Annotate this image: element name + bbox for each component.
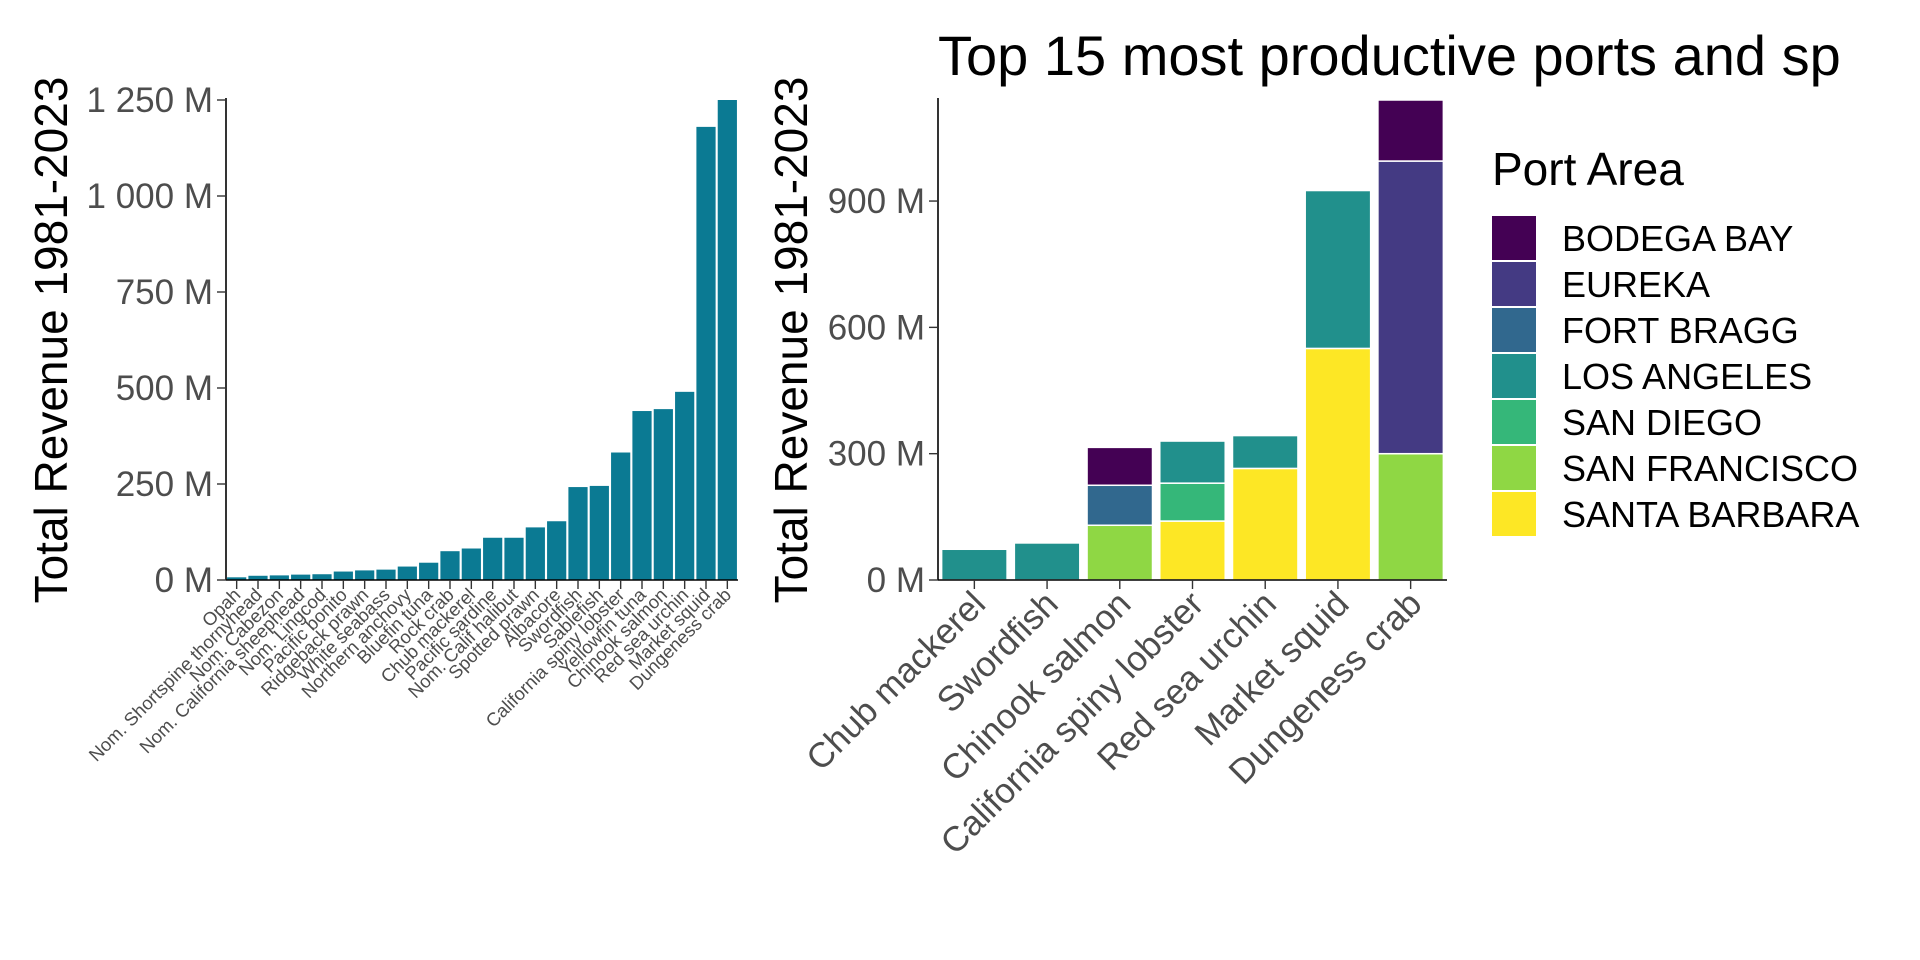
chart1-x-tick-label: Nom. Shortspine thornyhead [84, 584, 265, 765]
chart1-y-axis: 0 M 250 M 500 M 750 M 1 000 M 1 250 M [87, 81, 227, 600]
legend-swatch-fort-bragg [1492, 308, 1536, 352]
bar-pacific-bonito [333, 571, 353, 580]
bar-yellowfin-tuna [632, 411, 652, 580]
bar-pacific-sardine [483, 537, 503, 580]
legend-swatch-bodega-bay [1492, 216, 1536, 260]
bar-chub-mackerel [461, 548, 481, 580]
bar-spotted-prawn [525, 527, 545, 580]
bar-opah [227, 577, 247, 580]
legend-label-fort-bragg: FORT BRAGG [1562, 310, 1799, 351]
legend-label-san-diego: SAN DIEGO [1562, 402, 1762, 443]
bar-nom-california-sheephead [291, 574, 311, 580]
bar-white-seabass [376, 569, 396, 580]
chart2-y-tick-label: 0 M [867, 561, 925, 600]
bar-nom-shortspine-thornyhead [248, 575, 268, 580]
chart2-y-tick-label: 600 M [828, 308, 925, 347]
legend-swatch-eureka [1492, 262, 1536, 306]
bar-dungeness-crab-eureka [1377, 160, 1445, 455]
bar-albacore [547, 521, 567, 580]
chart1-y-tick-label: 1 250 M [87, 81, 213, 120]
bar-chinook-salmon-san-francisco [1086, 524, 1154, 581]
bar-red-sea-urchin-santa-barbara [1231, 467, 1299, 581]
bar-bluefin-tuna [419, 562, 439, 580]
bar-northern-anchovy [397, 566, 417, 580]
bar-sablefish [589, 485, 609, 580]
bar-dungeness-crab-bodega-bay [1377, 99, 1445, 162]
legend-label-bodega-bay: BODEGA BAY [1562, 218, 1793, 259]
bar-chub-mackerel-los-angeles [940, 548, 1008, 581]
bar-market-squid [696, 126, 716, 580]
bar-dungeness-crab-san-francisco [1377, 452, 1445, 581]
bar-swordfish [568, 487, 588, 580]
legend-items: BODEGA BAY EUREKA FORT BRAGG LOS ANGELES SAN… [1492, 216, 1859, 536]
bar-market-squid-santa-barbara [1304, 347, 1372, 581]
chart2-y-tick-label: 300 M [828, 435, 925, 474]
chart1-y-tick-label: 0 M [155, 561, 213, 600]
bar-california-spiny-lobster [611, 452, 631, 580]
chart2-bars [940, 99, 1445, 581]
chart2-title: Top 15 most productive ports and sp [938, 24, 1841, 87]
ports-species-chart: Top 15 most productive ports and sp Tota… [765, 24, 1859, 862]
chart1-y-tick-label: 1 000 M [87, 177, 213, 216]
bar-ridgeback-prawn [355, 570, 375, 580]
legend-swatch-santa-barbara [1492, 492, 1536, 536]
bar-rock-crab [440, 551, 460, 580]
chart1-y-tick-label: 250 M [116, 465, 213, 504]
bar-chinook-salmon-bodega-bay [1086, 446, 1154, 487]
port-area-legend: Port Area BODEGA BAY EUREKA FORT BRAGG LOS … [1492, 143, 1859, 536]
bar-nom-calif-halibut [504, 537, 524, 580]
bar-california-spiny-lobster-san-diego [1159, 482, 1226, 522]
legend-label-san-francisco: SAN FRANCISCO [1562, 448, 1858, 489]
legend-label-eureka: EUREKA [1562, 264, 1710, 305]
legend-swatch-san-diego [1492, 400, 1536, 444]
species-revenue-chart: Total Revenue 1981-2023 0 M 250 M 500 M 750… [25, 77, 738, 765]
chart2-y-axis-label: Total Revenue 1981-2023 [765, 77, 817, 604]
bar-dungeness-crab [717, 100, 737, 580]
bar-nom-lingcod [312, 574, 332, 580]
chart2-y-tick-label: 900 M [828, 182, 925, 221]
bar-california-spiny-lobster-los-angeles [1159, 440, 1226, 484]
chart1-y-tick-label: 750 M [116, 273, 213, 312]
legend-title: Port Area [1492, 143, 1684, 195]
chart1-bars [227, 100, 737, 580]
legend-swatch-los-angeles [1492, 354, 1536, 398]
bar-chinook-salmon [653, 409, 673, 580]
bar-swordfish-los-angeles [1013, 542, 1081, 581]
bar-california-spiny-lobster-santa-barbara [1159, 520, 1226, 581]
bar-chinook-salmon-fort-bragg [1086, 484, 1154, 527]
chart1-y-axis-label: Total Revenue 1981-2023 [25, 77, 77, 604]
chart2-y-axis: 0 M 300 M 600 M 900 M [828, 98, 939, 600]
bar-market-squid-los-angeles [1304, 189, 1372, 350]
bar-red-sea-urchin [675, 391, 695, 580]
legend-label-los-angeles: LOS ANGELES [1562, 356, 1812, 397]
chart1-y-tick-label: 500 M [116, 369, 213, 408]
legend-swatch-san-francisco [1492, 446, 1536, 490]
legend-label-santa-barbara: SANTA BARBARA [1562, 494, 1859, 535]
bar-red-sea-urchin-los-angeles [1231, 434, 1299, 470]
bar-nom-cabezon [269, 575, 289, 580]
